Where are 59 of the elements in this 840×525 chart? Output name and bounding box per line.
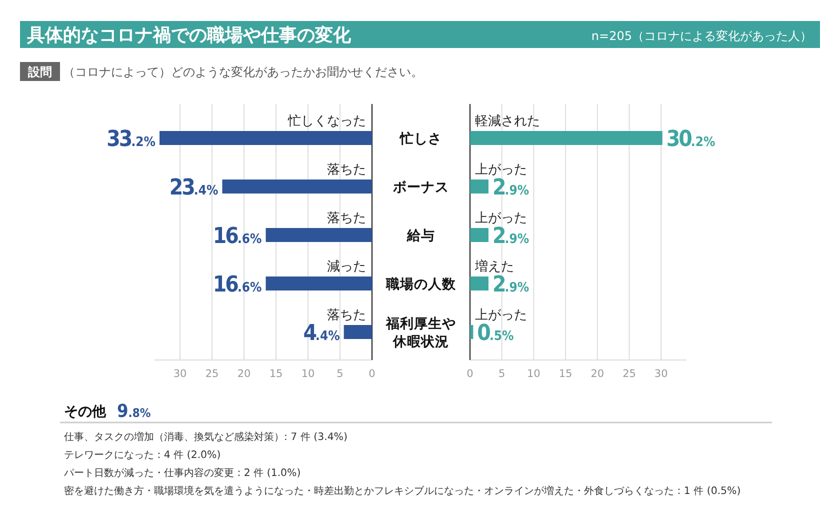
x-tick-label: 5: [336, 368, 344, 380]
data-label: 2.9%: [492, 272, 530, 298]
bar: [266, 276, 372, 290]
y-tick-label: 職場の人数: [385, 276, 457, 292]
bar: [222, 180, 372, 194]
y-tick-label: 忙しさ: [399, 131, 442, 147]
x-tick-label: 30: [173, 368, 187, 380]
bar: [470, 180, 488, 194]
chart-title: 具体的なコロナ禍での職場や仕事の変化: [26, 25, 352, 46]
annotation: 落ちた: [327, 308, 366, 323]
x-tick-label: 0: [368, 368, 376, 380]
text: 仕事、タスクの増加（消毒、換気など感染対策）: 7 件 (3.4%): [64, 431, 348, 443]
x-tick-label: 10: [301, 368, 315, 380]
text: （コロナによって）どのような変化があったかお聞かせください。: [63, 65, 423, 79]
text: 設問: [27, 65, 52, 79]
bar: [266, 228, 372, 242]
annotation: 上がった: [475, 211, 527, 226]
x-tick-label: 25: [205, 368, 219, 380]
text: 9.8%: [117, 401, 151, 422]
annotation: 上がった: [475, 162, 527, 178]
text: その他: [64, 404, 107, 420]
x-tick-label: 5: [498, 368, 506, 380]
annotation: 落ちた: [327, 211, 366, 226]
bar: [470, 276, 488, 290]
x-tick-label: 15: [558, 368, 572, 380]
annotation: 増えた: [474, 258, 514, 274]
bar: [470, 131, 662, 145]
text: パート日数が減った・仕事内容の変更 : 2 件 (1.0%): [63, 467, 301, 479]
annotation: 落ちた: [327, 162, 366, 178]
text: テレワークになった : 4 件 (2.0%): [64, 450, 221, 461]
chart-subtitle: n=205（コロナによる変化があった人）: [591, 29, 812, 43]
text: 密を避けた働き方・職場環境を気を遣うようになった・時差出勤とかフレキシブルになった・オンラインが増えた・外食しづらくなった : 1 件 (0.5%): [64, 485, 741, 497]
annotation: 忙しくなった: [287, 114, 366, 129]
data-label: 2.9%: [492, 176, 530, 200]
data-label: 16.6%: [212, 224, 262, 249]
x-tick-label: 15: [269, 368, 283, 380]
x-tick-label: 30: [654, 368, 668, 380]
x-tick-label: 10: [527, 368, 540, 380]
annotation: 上がった: [475, 308, 527, 323]
data-label: 23.4%: [169, 176, 219, 200]
y-tick-label: 給与: [406, 228, 435, 244]
data-label: 4.4%: [303, 321, 340, 346]
data-label: 16.6%: [212, 272, 262, 298]
x-tick-label: 20: [590, 368, 604, 380]
annotation: 減った: [327, 260, 366, 274]
bar: [344, 325, 372, 339]
bar: [160, 131, 372, 145]
data-label: 0.5%: [477, 321, 514, 346]
y-tick-label: 福利厚生や休暇状況: [385, 315, 456, 350]
data-label: 30.2%: [666, 127, 716, 152]
data-label: 2.9%: [492, 224, 530, 249]
data-label: 33.2%: [106, 127, 156, 152]
annotation: 軽減された: [475, 114, 540, 129]
x-tick-label: 25: [622, 368, 636, 380]
x-tick-label: 0: [466, 368, 474, 380]
y-tick-label: ボーナス: [392, 180, 449, 196]
bar: [470, 325, 474, 339]
bar: [470, 228, 488, 242]
x-tick-label: 20: [237, 368, 251, 380]
